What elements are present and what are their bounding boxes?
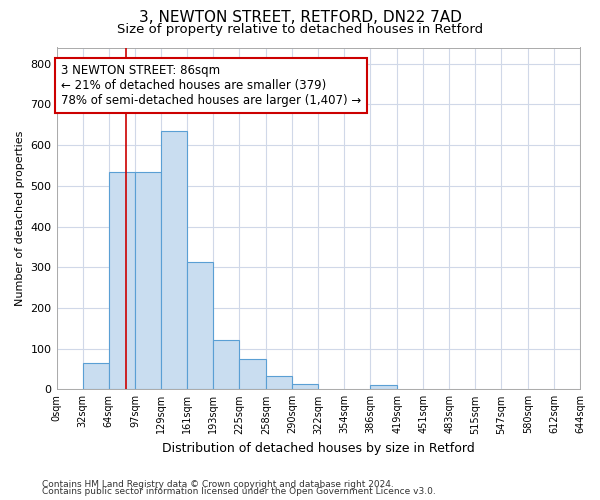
Text: 3 NEWTON STREET: 86sqm
← 21% of detached houses are smaller (379)
78% of semi-de: 3 NEWTON STREET: 86sqm ← 21% of detached… (61, 64, 361, 107)
Y-axis label: Number of detached properties: Number of detached properties (15, 130, 25, 306)
Bar (370, 385, 397, 390)
Bar (109, 172, 136, 390)
Bar (83, 363, 109, 390)
Bar (214, 340, 239, 390)
Bar (187, 262, 214, 390)
Text: 3, NEWTON STREET, RETFORD, DN22 7AD: 3, NEWTON STREET, RETFORD, DN22 7AD (139, 10, 461, 25)
Bar (136, 172, 161, 390)
Text: Contains HM Land Registry data © Crown copyright and database right 2024.: Contains HM Land Registry data © Crown c… (42, 480, 394, 489)
Bar (239, 359, 266, 390)
Bar (292, 384, 318, 390)
X-axis label: Distribution of detached houses by size in Retford: Distribution of detached houses by size … (162, 442, 475, 455)
Bar (266, 376, 292, 390)
Bar (161, 131, 187, 390)
Text: Size of property relative to detached houses in Retford: Size of property relative to detached ho… (117, 22, 483, 36)
Text: Contains public sector information licensed under the Open Government Licence v3: Contains public sector information licen… (42, 488, 436, 496)
